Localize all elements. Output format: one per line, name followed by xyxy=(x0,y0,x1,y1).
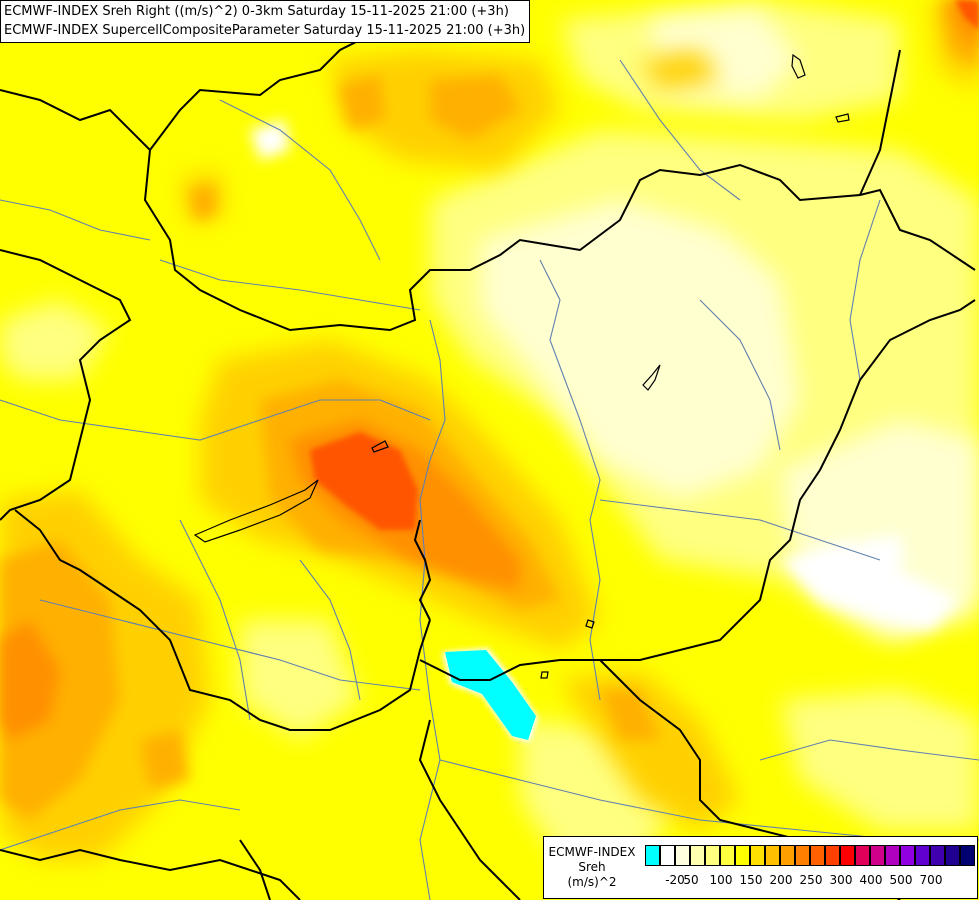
legend-tick-label: 200 xyxy=(769,873,793,887)
legend-tick-label: 250 xyxy=(799,873,823,887)
legend-tick-label: -20 xyxy=(665,873,685,887)
legend-swatch xyxy=(960,845,975,866)
legend-swatch xyxy=(645,845,660,866)
legend-swatch xyxy=(690,845,705,866)
legend-swatch xyxy=(870,845,885,866)
legend-swatch xyxy=(780,845,795,866)
color-legend: ECMWF-INDEX Sreh (m/s)^2 -20 50 100 150 200 2… xyxy=(543,836,978,899)
legend-tick-label: 50 xyxy=(683,873,699,887)
legend-swatch xyxy=(750,845,765,866)
legend-tick-label: 500 xyxy=(889,873,913,887)
legend-parameter: Sreh xyxy=(578,860,606,874)
legend-swatch xyxy=(945,845,960,866)
lakes xyxy=(193,53,850,679)
legend-swatch xyxy=(735,845,750,866)
legend-swatch xyxy=(855,845,870,866)
legend-swatch xyxy=(930,845,945,866)
legend-swatch xyxy=(915,845,930,866)
legend-swatch xyxy=(840,845,855,866)
legend-tick-label: 300 xyxy=(829,873,853,887)
field-white xyxy=(250,120,960,630)
legend-swatch xyxy=(825,845,840,866)
legend-tick-label: 150 xyxy=(739,873,763,887)
legend-swatch xyxy=(675,845,690,866)
legend-unit: (m/s)^2 xyxy=(567,875,617,889)
field-orange-dark xyxy=(310,0,979,530)
legend-swatch xyxy=(660,845,675,866)
legend-tick-label: 700 xyxy=(919,873,943,887)
legend-tick-label: 400 xyxy=(859,873,883,887)
legend-swatch xyxy=(885,845,900,866)
legend-swatches xyxy=(645,845,975,866)
legend-tick-label: 100 xyxy=(709,873,733,887)
map-title-box: ECMWF-INDEX Sreh Right ((m/s)^2) 0-3km S… xyxy=(0,0,531,43)
map-title-line-1: ECMWF-INDEX Sreh Right ((m/s)^2) 0-3km S… xyxy=(4,4,509,19)
legend-swatch xyxy=(705,845,720,866)
legend-label: ECMWF-INDEX Sreh (m/s)^2 xyxy=(546,845,638,890)
legend-swatch xyxy=(720,845,735,866)
legend-swatch xyxy=(900,845,915,866)
legend-swatch xyxy=(810,845,825,866)
field-negative xyxy=(442,648,538,742)
legend-swatch xyxy=(765,845,780,866)
legend-model: ECMWF-INDEX xyxy=(548,845,636,859)
map-title-line-2: ECMWF-INDEX SupercellCompositeParameter … xyxy=(4,23,526,38)
legend-swatch xyxy=(795,845,810,866)
legend-ticks: -20 50 100 150 200 250 300 400 500 700 xyxy=(645,873,975,889)
